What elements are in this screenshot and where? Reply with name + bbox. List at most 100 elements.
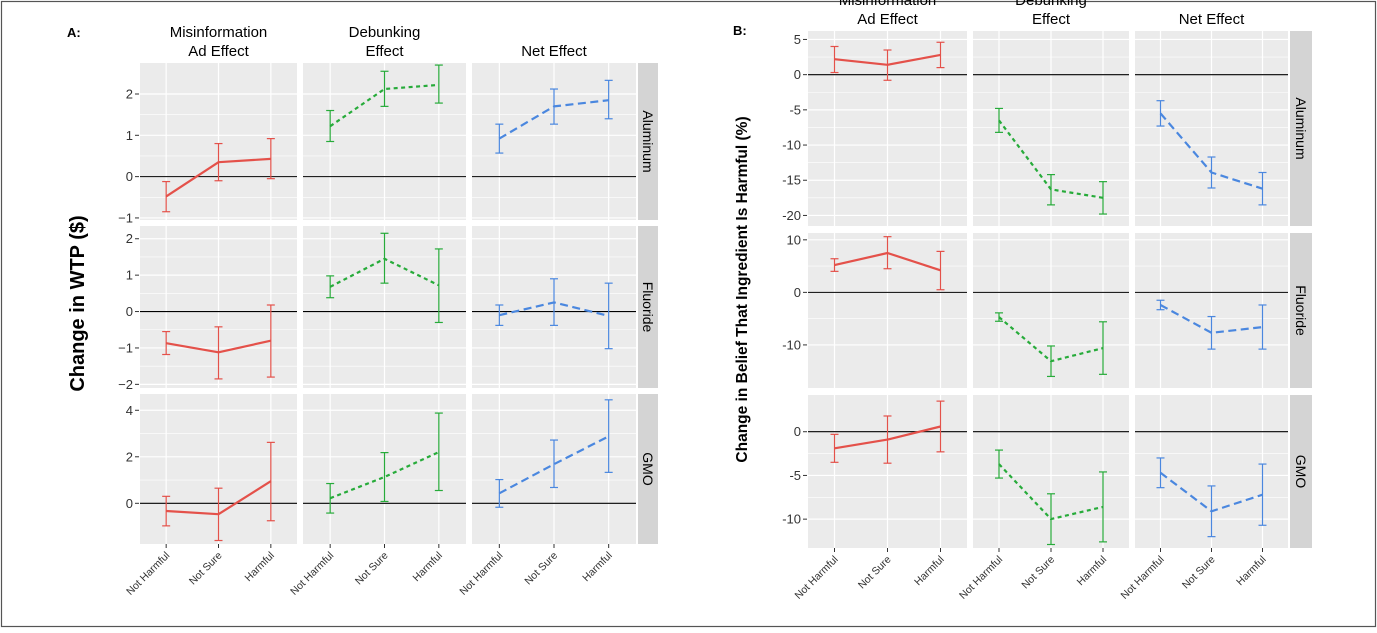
facet-strip [638,226,658,388]
error-bar [326,482,335,514]
error-bar [830,433,839,463]
error-bar [995,312,1003,322]
error-bar [162,495,171,527]
error-bar [1156,299,1165,311]
y-tick-label: -5 [789,102,801,117]
error-bar [936,250,945,291]
facet-strip-label: Aluminum [640,110,656,172]
y-tick-label: -5 [789,468,801,483]
series-line [998,463,1104,521]
facet-strip-label: GMO [640,452,656,486]
series-line [834,425,941,450]
facet-row-fluoride: Fluoride −2 −1 0 1 2 [118,226,658,392]
y-tick-label: 0 [126,496,133,511]
facet-strip-label: Fluoride [640,282,656,333]
series-line [329,451,440,500]
facet-strip [638,63,658,220]
y-axis-title: Change in WTP ($) [67,215,89,391]
panel-label: A: [67,25,81,40]
series-line [498,99,609,140]
error-bar [550,439,558,489]
column-title-line: Debunking [1015,0,1087,9]
series-line [1159,304,1263,334]
column-title: Misinformation Ad Effect [839,0,937,28]
y-tick-label: 2 [126,86,133,101]
series-line [165,157,271,198]
facet-strip [638,394,658,544]
facet-aluminum-1 [140,63,297,220]
y-tick-label: −1 [118,340,133,355]
facet-row-fluoride: Fluoride -10 0 10 [782,232,1312,388]
error-bar [604,282,613,350]
y-tick-label: -10 [782,337,801,352]
column-title-line: Effect [1032,11,1071,28]
error-bar [1156,100,1165,127]
facet-gmo-3 [472,394,636,544]
error-bar [162,330,171,356]
facet-fluoride-3 [1135,233,1288,388]
error-bar [604,399,613,473]
facet-gmo-1 [808,395,967,548]
error-bar [266,138,275,180]
y-tick-label: -20 [782,208,801,223]
y-tick-label: 4 [126,403,133,418]
facet-aluminum-3 [472,63,636,220]
column-title-line: Net Effect [521,43,587,60]
series-line [998,316,1104,363]
facet-aluminum-3 [1135,31,1288,226]
series-line [166,480,272,516]
series-line [166,339,272,354]
column-title-line: Ad Effect [857,11,918,28]
facet-fluoride-3 [472,226,636,388]
facet-gmo-2 [973,395,1129,548]
facet-strip-label: GMO [1293,455,1309,489]
y-tick-label: -10 [782,512,801,527]
facet-row-aluminum: Aluminum -20 -15 -10 -5 0 5 [782,31,1312,226]
error-bar [995,449,1003,479]
error-bar [434,64,443,104]
error-bar [1099,181,1107,215]
column-title-line: Misinformation [839,0,937,9]
column-title: Misinformation Ad Effect [170,24,268,60]
column-title: Debunking Effect [349,24,421,60]
facet-gmo-2 [303,394,466,544]
column-title-line: Ad Effect [188,43,249,60]
error-bar [380,452,389,503]
y-tick-label: 2 [126,449,133,464]
series-line [329,257,440,288]
error-bar [380,70,389,107]
facet-strip [1290,31,1312,226]
error-bar [434,412,443,492]
column-title-line: Net Effect [1179,11,1245,28]
y-tick-label: 0 [126,304,133,319]
error-bar [434,248,443,324]
facet-fluoride-2 [303,226,466,388]
y-tick-label: 1 [126,128,133,143]
y-tick-label: 1 [126,268,133,283]
y-tick-label: 0 [794,424,801,439]
y-tick-label: -10 [782,138,801,153]
facet-aluminum-2 [973,31,1129,226]
y-tick-label: 10 [787,232,801,247]
series-line [499,301,609,317]
facet-strip-label: Fluoride [1293,285,1309,336]
error-bar [936,400,945,453]
facet-aluminum-2 [303,63,466,220]
facet-aluminum-1 [808,31,967,226]
series-line [998,119,1104,199]
facet-row-gmo: GMO -10 -5 0 [782,395,1312,548]
error-bar [1258,463,1267,526]
panel-a: A: Change in WTP ($) Misinformation Ad Effe… [67,24,658,598]
series-line [834,251,941,272]
error-bar [1207,315,1216,350]
y-tick-label: −2 [118,377,133,392]
facet-fluoride-1 [140,226,297,388]
y-tick-label: 0 [126,169,133,184]
error-bar [162,180,171,213]
y-tick-label: 2 [126,231,133,246]
facet-gmo-3 [1135,395,1288,548]
series-line [1159,471,1263,513]
column-title: Net Effect [521,43,587,60]
